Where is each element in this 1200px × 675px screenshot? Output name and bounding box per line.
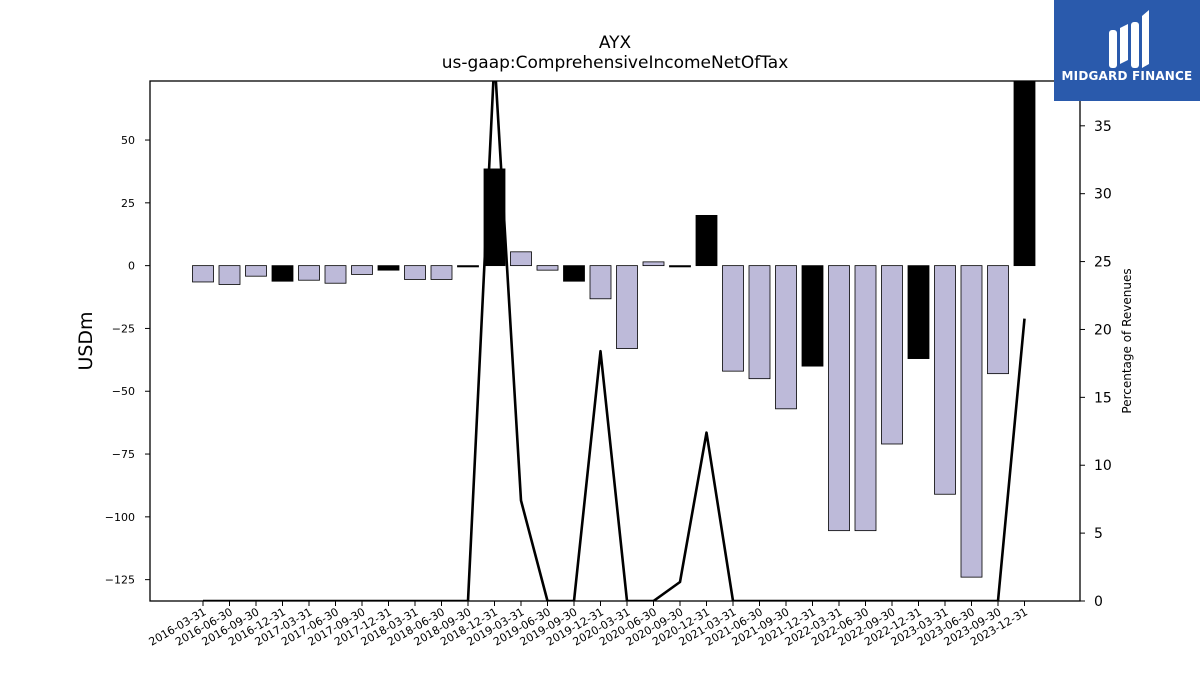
bar xyxy=(854,265,877,532)
bar xyxy=(669,265,691,268)
y2-tick-label: 15 xyxy=(1094,390,1112,406)
logo-mark-icon xyxy=(1109,10,1149,68)
revenue-percentage-line xyxy=(203,81,1026,601)
y-tick-label: 50 xyxy=(121,134,135,147)
y2-tick-label: 20 xyxy=(1094,322,1112,338)
bar xyxy=(748,265,771,380)
y-tick-label: −100 xyxy=(105,511,135,524)
bar xyxy=(271,265,294,282)
bar xyxy=(987,265,1009,375)
bar xyxy=(775,265,797,410)
bar xyxy=(510,251,532,267)
chart-subtitle: us-gaap:ComprehensiveIncomeNetOfTax xyxy=(442,53,789,73)
logo: MIDGARD FINANCE xyxy=(1054,0,1200,101)
y2-tick-label: 10 xyxy=(1094,458,1112,474)
bar xyxy=(722,265,744,372)
bar xyxy=(934,265,956,495)
bar xyxy=(298,265,320,281)
bar xyxy=(192,265,214,283)
y2-tick-label: 35 xyxy=(1094,119,1112,135)
y2-tick-label: 25 xyxy=(1094,255,1112,271)
bar xyxy=(563,265,585,282)
bar xyxy=(536,265,559,271)
bars-group xyxy=(192,80,1036,578)
bar xyxy=(695,214,718,267)
line-layer xyxy=(203,81,1026,601)
chart-title: AYX xyxy=(599,33,632,53)
bar xyxy=(245,265,267,277)
bar xyxy=(642,261,665,267)
y-tick-label: −75 xyxy=(112,448,135,461)
y-tick-label: −50 xyxy=(112,385,135,398)
bar xyxy=(324,265,347,284)
bar xyxy=(404,265,426,280)
y-tick-label: 25 xyxy=(121,197,135,210)
y2-tick-label: 30 xyxy=(1094,187,1112,203)
y2-tick-label: 0 xyxy=(1094,594,1103,610)
bar xyxy=(828,265,850,532)
bar xyxy=(377,265,400,271)
y-tick-label: −125 xyxy=(105,574,135,587)
y2-axis-label: Percentage of Revenues xyxy=(1120,268,1134,413)
bar xyxy=(960,265,983,578)
bar xyxy=(801,265,824,367)
y-tick-label: 0 xyxy=(128,260,135,273)
bar xyxy=(881,265,903,445)
bar xyxy=(457,265,479,268)
plot-frame xyxy=(149,80,1081,602)
bar xyxy=(430,265,453,280)
bar xyxy=(351,265,373,275)
bar xyxy=(907,265,930,359)
bar xyxy=(218,265,241,285)
y-tick-label: −25 xyxy=(112,322,135,335)
bar xyxy=(616,265,638,349)
y2-tick-label: 5 xyxy=(1094,526,1103,542)
bar xyxy=(589,265,612,300)
y-axis-label: USDm xyxy=(75,311,97,370)
bar xyxy=(1013,80,1036,267)
logo-text: MIDGARD FINANCE xyxy=(1061,69,1193,83)
